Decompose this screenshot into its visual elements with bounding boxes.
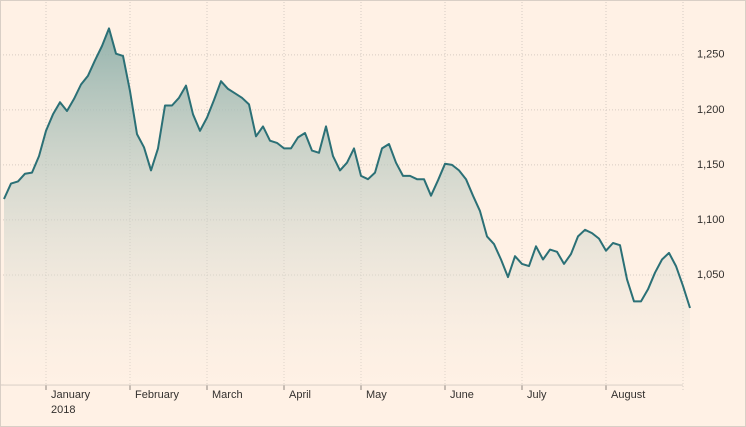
y-tick-label: 1,150: [697, 159, 725, 171]
x-tick-label: February: [135, 389, 180, 401]
area: [4, 28, 690, 386]
x-tick-label: January: [51, 389, 91, 401]
x-tick-label: May: [366, 389, 387, 401]
line: [3, 27, 691, 309]
y-tick-label: 1,100: [697, 214, 725, 226]
y-tick-label: 1,250: [697, 49, 725, 61]
x-tick-label: June: [450, 389, 474, 401]
y-tick-label: 1,050: [697, 269, 725, 281]
x-tick-label: July: [527, 389, 547, 401]
x-tick-label: March: [212, 389, 243, 401]
x-tick-label: August: [611, 389, 645, 401]
y-tick-label: 1,200: [697, 104, 725, 116]
x-tick-label: April: [289, 389, 311, 401]
x-year-label: 2018: [51, 404, 75, 416]
